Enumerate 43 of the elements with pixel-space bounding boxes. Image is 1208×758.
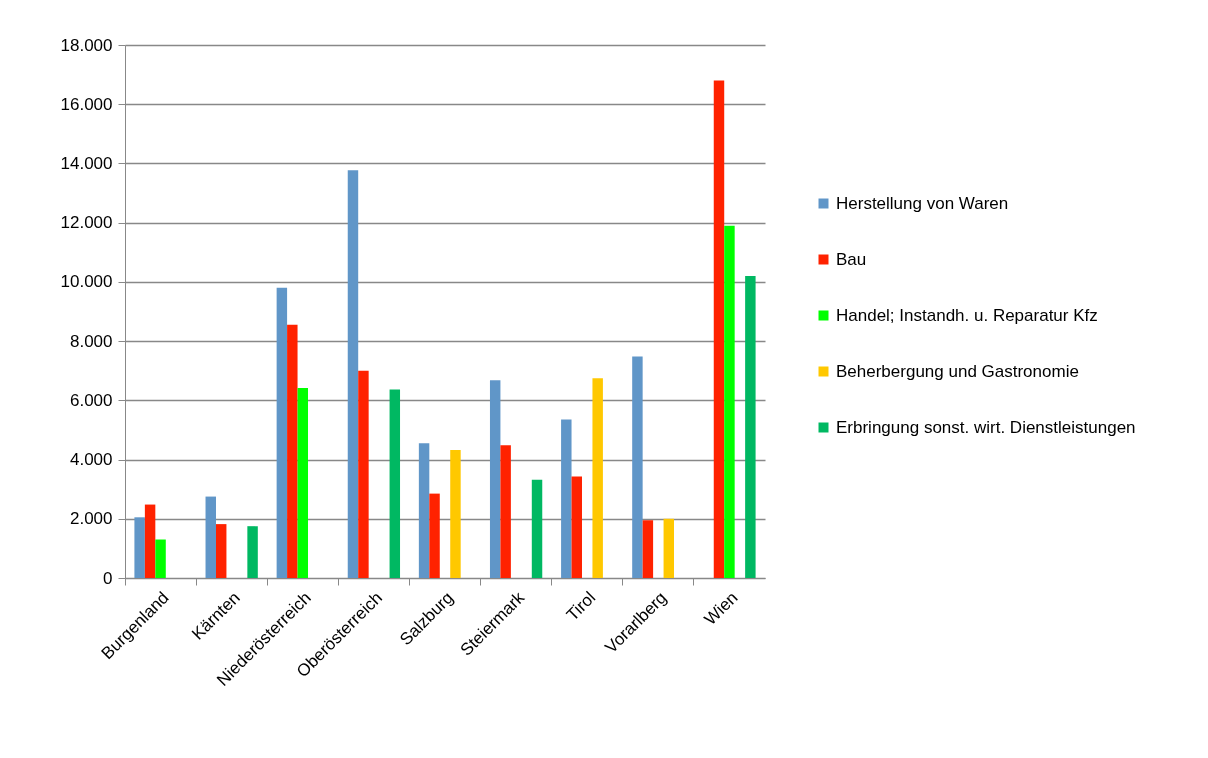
bar (358, 370, 369, 578)
x-tick-label: Tirol (562, 588, 600, 625)
y-tick-label: 16.000 (60, 94, 113, 114)
bar (205, 496, 216, 578)
legend-label: Bau (836, 249, 867, 269)
legend-label: Erbringung sonst. wirt. Dienstleistungen (836, 417, 1136, 437)
bar (642, 520, 654, 578)
y-tick-label: 4.000 (69, 450, 113, 470)
bar (561, 419, 572, 578)
y-tick-label: 10.000 (60, 272, 113, 292)
y-tick-label: 14.000 (60, 153, 113, 173)
bar (500, 445, 511, 578)
bar (247, 526, 258, 578)
bar (347, 170, 359, 578)
y-tick-label: 2.000 (69, 509, 113, 529)
bar (155, 539, 166, 578)
bar (215, 524, 227, 578)
y-tick-label: 0 (103, 568, 113, 588)
bar (450, 450, 461, 578)
bar (276, 287, 288, 578)
bar (571, 476, 582, 578)
bar (489, 380, 501, 578)
bar (531, 479, 543, 578)
y-tick-label: 12.000 (60, 213, 113, 233)
y-tick-label: 8.000 (69, 331, 113, 351)
legend-label: Handel; Instandh. u. Reparatur Kfz (836, 305, 1098, 325)
bar (663, 518, 675, 578)
legend-label: Herstellung von Waren (836, 193, 1009, 213)
bar (724, 225, 735, 578)
bar (297, 387, 309, 578)
bar (134, 517, 145, 578)
bar (418, 443, 430, 578)
bar (745, 275, 756, 578)
bar (144, 504, 156, 578)
bar (429, 493, 440, 578)
y-tick-label: 18.000 (60, 35, 113, 55)
bar (713, 80, 725, 578)
bar (592, 378, 603, 578)
legend-label: Beherbergung und Gastronomie (836, 361, 1079, 381)
y-tick-label: 6.000 (69, 390, 113, 410)
bar (389, 389, 401, 578)
bar (287, 324, 298, 578)
bar (632, 356, 643, 578)
